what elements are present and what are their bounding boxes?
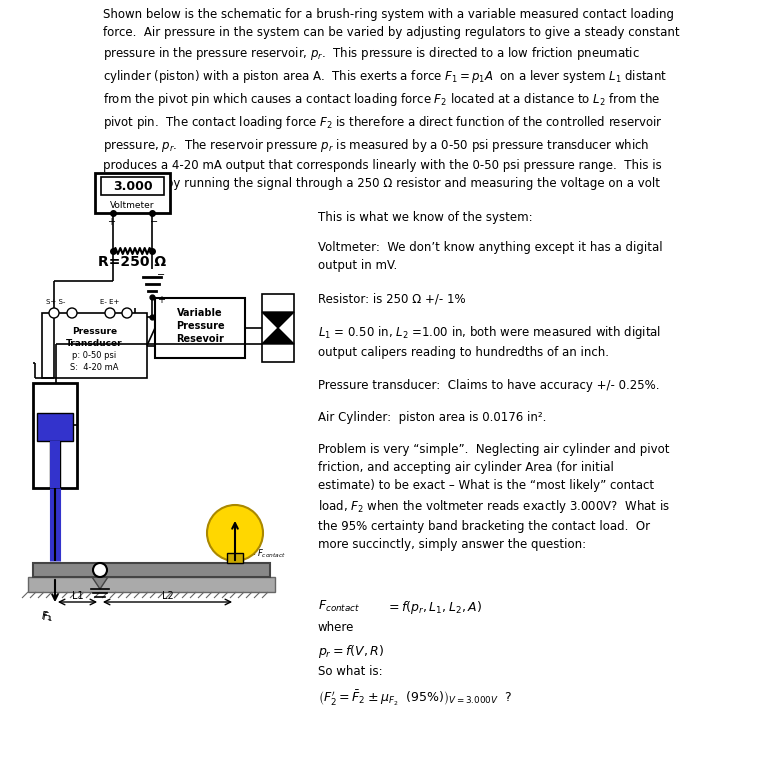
Bar <box>28 577 275 592</box>
Text: Problem is very “simple”.  Neglecting air cylinder and pivot
friction, and accep: Problem is very “simple”. Neglecting air… <box>318 443 670 551</box>
Text: Shown below is the schematic for a brush-ring system with a variable measured co: Shown below is the schematic for a brush… <box>103 8 680 208</box>
Polygon shape <box>92 577 108 589</box>
Bar <box>95 173 170 213</box>
Bar <box>50 441 60 488</box>
Text: $F_1$: $F_1$ <box>41 609 52 623</box>
Text: $F_1$: $F_1$ <box>42 610 53 624</box>
Bar <box>101 177 164 195</box>
Text: +: + <box>157 295 165 305</box>
Polygon shape <box>262 312 294 328</box>
Text: $L_1$ = 0.50 in, $L_2$ =1.00 in, both were measured with digital
output calipers: $L_1$ = 0.50 in, $L_2$ =1.00 in, both we… <box>318 324 661 359</box>
Bar <box>227 553 243 563</box>
Text: p: 0-50 psi: p: 0-50 psi <box>72 350 117 359</box>
Circle shape <box>49 308 59 318</box>
Text: $p_r = f(V, R)$: $p_r = f(V, R)$ <box>318 643 384 660</box>
Text: L2: L2 <box>162 591 174 601</box>
Circle shape <box>122 308 132 318</box>
Text: 3.000: 3.000 <box>113 179 152 192</box>
Text: S+ S-: S+ S- <box>46 299 66 305</box>
Bar <box>37 413 73 441</box>
Text: Variable: Variable <box>178 308 223 318</box>
Text: Voltmeter: Voltmeter <box>110 200 155 209</box>
Circle shape <box>93 563 107 577</box>
Text: where: where <box>318 621 354 634</box>
Text: Voltmeter:  We don’t know anything except it has a digital
output in mV.: Voltmeter: We don’t know anything except… <box>318 241 663 272</box>
Text: +: + <box>107 217 115 227</box>
Bar <box>155 298 245 358</box>
Text: −: − <box>157 270 165 280</box>
Text: R=250 Ω: R=250 Ω <box>98 255 167 269</box>
Bar <box>262 294 294 362</box>
Text: Resistor: is 250 Ω +/- 1%: Resistor: is 250 Ω +/- 1% <box>318 293 466 306</box>
Polygon shape <box>262 328 294 344</box>
Text: Transducer: Transducer <box>66 339 123 348</box>
Text: Pressure transducer:  Claims to have accuracy +/- 0.25%.: Pressure transducer: Claims to have accu… <box>318 379 659 392</box>
Text: Pressure: Pressure <box>72 326 117 335</box>
Text: $\left(F_2' = \bar{F}_2 \pm \mu_{F_2}\ \ (95\%)\right)_{V=3.000V}\ \ ?$: $\left(F_2' = \bar{F}_2 \pm \mu_{F_2}\ \… <box>318 689 513 708</box>
Text: S:  4-20 mA: S: 4-20 mA <box>70 363 119 372</box>
Circle shape <box>67 308 77 318</box>
Bar <box>42 313 147 378</box>
Circle shape <box>105 308 115 318</box>
Text: L1: L1 <box>72 591 83 601</box>
Text: This is what we know of the system:: This is what we know of the system: <box>318 211 533 224</box>
Text: So what is:: So what is: <box>318 665 383 678</box>
Circle shape <box>207 505 263 561</box>
Text: Resevoir: Resevoir <box>176 334 224 344</box>
Text: $F_2 = F_{contact}$: $F_2 = F_{contact}$ <box>238 547 286 560</box>
Text: −: − <box>150 217 158 227</box>
Text: E- E+: E- E+ <box>100 299 120 305</box>
Bar <box>33 563 270 577</box>
Text: $= f(p_r, L_1, L_2, A)$: $= f(p_r, L_1, L_2, A)$ <box>386 599 482 616</box>
Text: Air Cylinder:  piston area is 0.0176 in².: Air Cylinder: piston area is 0.0176 in². <box>318 411 546 424</box>
Text: $F_{contact}$: $F_{contact}$ <box>318 599 360 614</box>
Bar <box>33 383 77 488</box>
Text: Pressure: Pressure <box>176 321 224 331</box>
